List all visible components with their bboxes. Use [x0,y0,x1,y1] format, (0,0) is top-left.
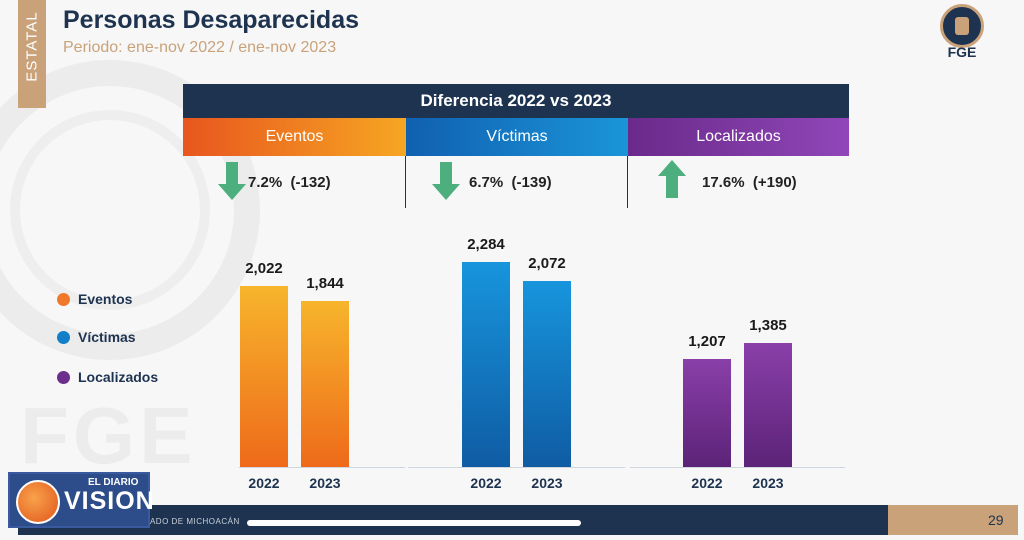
diff-localizados: 17.6% (+190) [702,174,797,191]
side-tab: ESTATAL [18,0,46,108]
arrow-up-icon [658,160,686,198]
tick-label: 2023 [752,475,784,491]
diff-eventos: 7.2% (-132) [248,174,331,191]
tick-label: 2022 [470,475,502,491]
category-victimas: Víctimas [406,118,628,156]
data-label: 2,072 [528,255,566,272]
tick-label: 2023 [531,475,563,491]
side-tab-label: ESTATAL [23,11,41,82]
data-label: 1,385 [749,317,787,334]
bar-eventos-2022 [240,286,288,467]
tick-label: 2022 [248,475,280,491]
legend-dot [57,371,70,384]
bar-victimas-2023 [523,281,571,467]
legend-dot [57,293,70,306]
arrow-down-icon [432,162,460,200]
diff-header: Diferencia 2022 vs 2023 [183,84,849,118]
legend-label: Localizados [78,369,159,385]
watermark-small: EL DIARIO [88,477,139,488]
watermark-seal-inner [10,110,210,310]
legend-label: Víctimas [78,329,136,345]
watermark-fge: FGE [20,391,197,480]
globe-icon [16,480,60,524]
diff-pct: 7.2% [248,174,283,191]
data-label: 1,207 [688,333,726,350]
watermark-logo: EL DIARIO VISION [8,472,154,528]
legend-dot [57,331,70,344]
bar-localizados-2022 [683,359,731,467]
arrow-down-icon [218,162,246,200]
legend-label: Eventos [78,291,133,307]
diff-delta: (-132) [290,174,331,191]
category-eventos: Eventos [183,118,406,156]
chart-baseline [408,467,625,468]
home-indicator[interactable] [247,520,581,526]
diff-victimas: 6.7% (-139) [469,174,552,191]
data-label: 1,844 [306,275,344,292]
watermark-big: VISION [64,487,155,515]
diff-pct: 6.7% [469,174,504,191]
bar-victimas-2022 [462,262,510,467]
footer-accent [888,505,1018,535]
data-label: 2,284 [467,236,505,253]
bar-localizados-2023 [744,343,792,467]
divider [627,156,628,208]
diff-delta: (+190) [752,174,797,191]
tick-label: 2023 [309,475,341,491]
bar-eventos-2023 [301,301,349,467]
diff-pct: 17.6% [702,174,745,191]
data-label: 2,022 [245,260,283,277]
logo-text: FGE [947,44,977,60]
fge-logo: FGE [928,4,996,60]
tick-label: 2022 [691,475,723,491]
page-subtitle: Periodo: ene-nov 2022 / ene-nov 2023 [63,39,337,56]
diff-delta: (-139) [511,174,552,191]
chart-baseline [239,467,405,468]
divider [405,156,406,208]
page-title: Personas Desaparecidas [63,6,360,34]
chart-baseline [630,467,845,468]
page-number: 29 [988,512,1004,528]
category-localizados: Localizados [628,118,849,156]
seal-icon [940,4,984,48]
